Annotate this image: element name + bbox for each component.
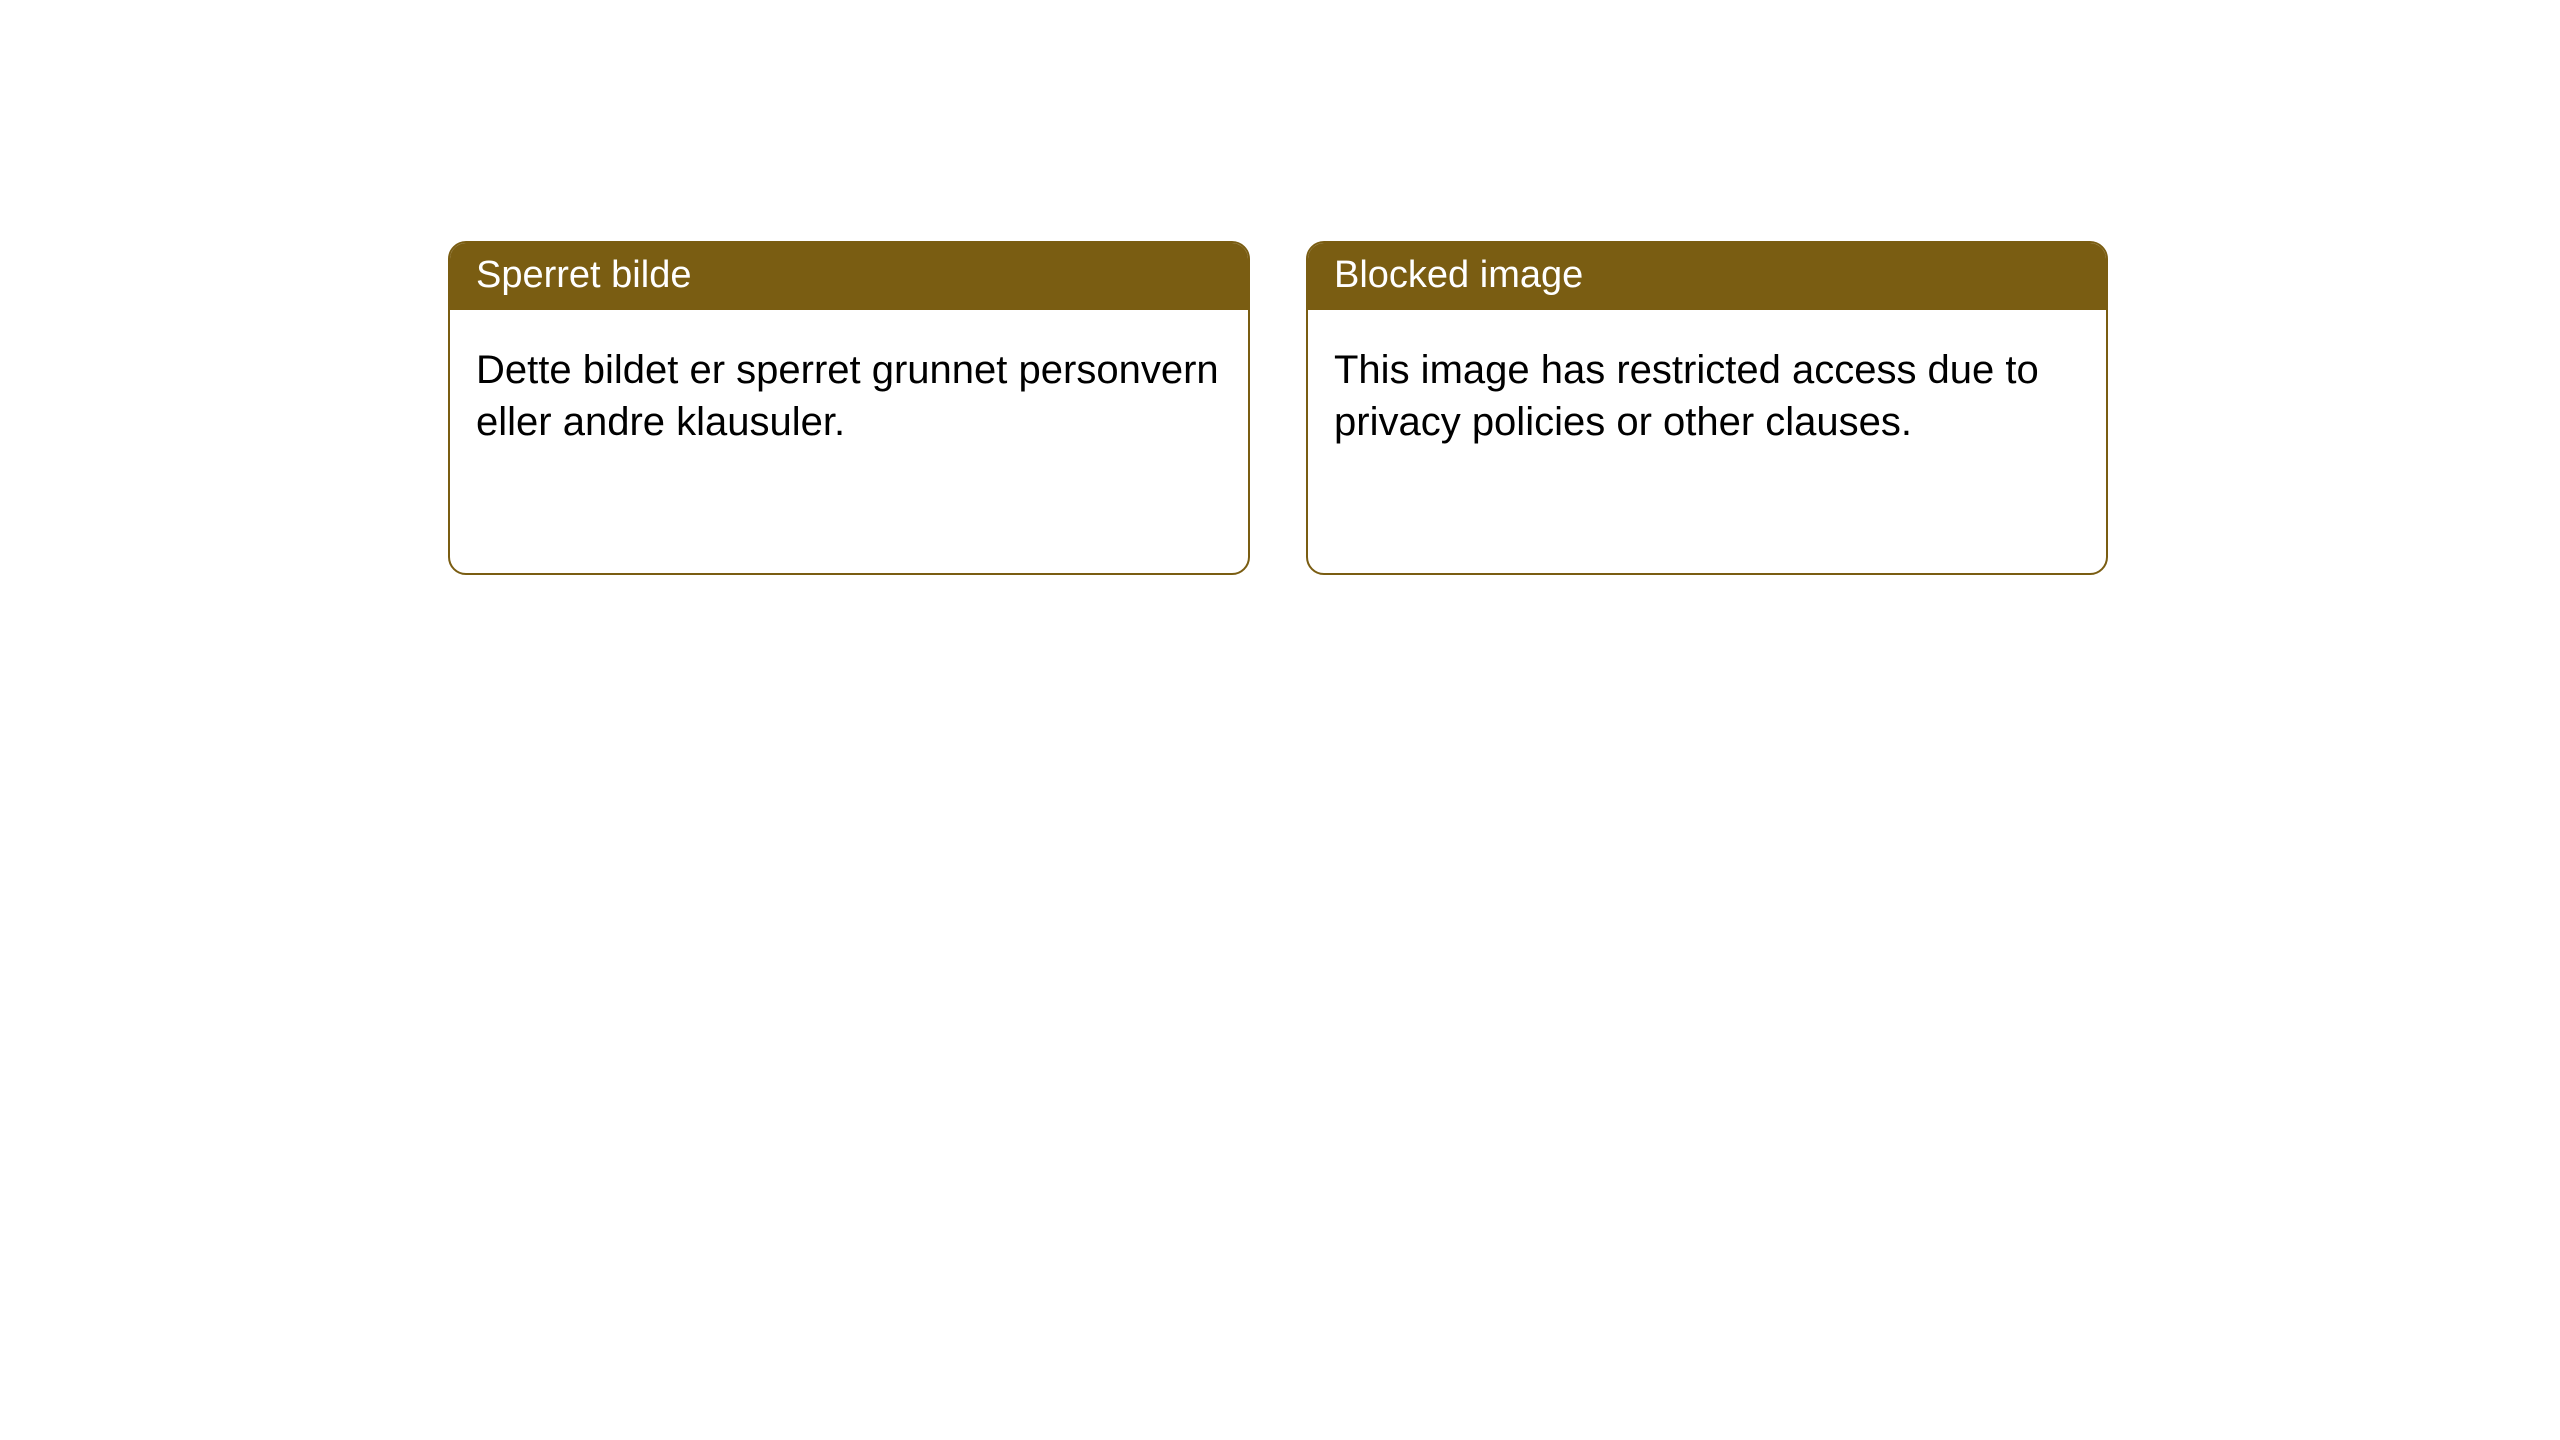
notice-container: Sperret bilde Dette bildet er sperret gr… xyxy=(0,0,2560,575)
notice-body: This image has restricted access due to … xyxy=(1308,310,2106,482)
notice-box-english: Blocked image This image has restricted … xyxy=(1306,241,2108,575)
notice-body: Dette bildet er sperret grunnet personve… xyxy=(450,310,1248,482)
notice-header: Sperret bilde xyxy=(450,243,1248,310)
notice-header: Blocked image xyxy=(1308,243,2106,310)
notice-box-norwegian: Sperret bilde Dette bildet er sperret gr… xyxy=(448,241,1250,575)
